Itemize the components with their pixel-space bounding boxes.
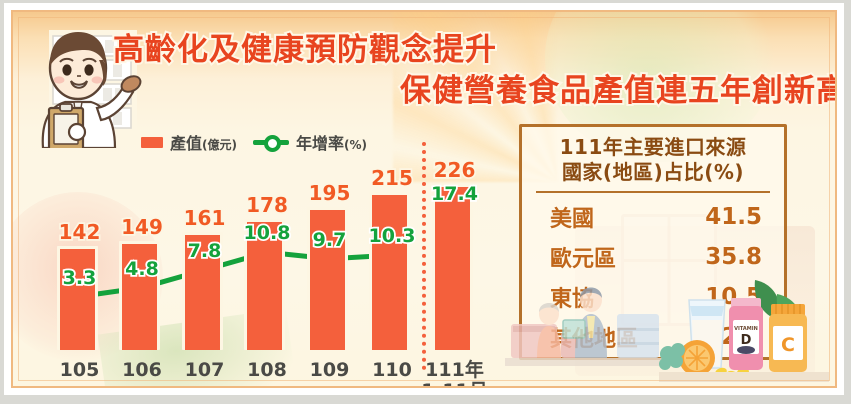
bar-value-label: 226 <box>432 156 477 184</box>
x-axis-label: 106 <box>122 359 162 381</box>
legend-label-output-value: 產值(億元) <box>170 134 237 153</box>
bar-column <box>181 152 223 350</box>
health-products-illustration: VITAMIN D C <box>659 280 829 382</box>
bar-111年 <box>431 184 473 350</box>
bar-line-chart: 142 149 161 178 195 215 226 3.3 4.8 7.8 10.8 9.7 10.… <box>47 142 507 386</box>
chart-plot-area: 142 149 161 178 195 215 226 3.3 4.8 7.8 10.8 9.7 10.… <box>47 142 507 370</box>
svg-text:C: C <box>781 334 795 356</box>
bar-value-label: 161 <box>182 204 227 232</box>
svg-text:VITAMIN: VITAMIN <box>734 326 758 332</box>
bar-column <box>369 152 410 350</box>
legend-item-output-value: 產值(億元) <box>141 130 237 154</box>
panel-row-value: 41.5 <box>704 203 763 232</box>
x-axis-label: 109 <box>309 359 350 381</box>
bar-value-label: 149 <box>119 213 164 241</box>
panel-row-value: 35.8 <box>704 243 763 272</box>
panel-title: 111年主要進口來源 國家(地區)占比(%) <box>522 135 784 185</box>
x-axis-label: 110 <box>372 359 412 381</box>
line-marker-swatch-icon <box>253 135 289 152</box>
growth-rate-label: 9.7 <box>311 227 348 253</box>
panel-row: 美國 41.5 <box>522 197 784 237</box>
bar-column <box>306 152 348 350</box>
legend-item-growth-rate: 年增率(%) <box>253 130 367 154</box>
bar-swatch-icon <box>141 136 163 148</box>
bar-109 <box>306 207 348 350</box>
growth-rate-label: 4.8 <box>123 256 160 282</box>
bar-105 <box>56 246 98 350</box>
title-block: 高齡化及健康預防觀念提升 保健營養食品產值連五年創新高 <box>111 30 837 112</box>
panel-title-line-2: 國家(地區)占比(%) <box>561 160 745 184</box>
panel-row-region: 歐元區 <box>549 246 618 274</box>
title-line-1: 高齡化及健康預防觀念提升 <box>111 30 498 70</box>
x-axis-label: 107 <box>184 359 225 381</box>
chart-legend: 產值(億元) 年增率(%) <box>141 130 367 154</box>
bar-110 <box>369 192 410 350</box>
panel-row: 歐元區 35.8 <box>522 237 784 277</box>
bar-column <box>244 152 285 350</box>
bar-value-label: 178 <box>244 191 289 219</box>
panel-divider <box>536 191 770 193</box>
bar-column <box>56 152 98 350</box>
bar-106 <box>119 241 160 350</box>
panel-row-region: 美國 <box>549 206 596 234</box>
x-axis-label: 105 <box>59 359 100 381</box>
panel-title-line-1: 111年主要進口來源 <box>559 135 747 159</box>
legend-label-growth-rate: 年增率(%) <box>296 134 368 153</box>
content-frame: 高齡化及健康預防觀念提升 保健營養食品產值連五年創新高 產值(億元) 年增率(%… <box>11 10 837 388</box>
bar-107 <box>181 232 223 350</box>
growth-rate-label: 17.4 <box>429 182 479 208</box>
x-axis-label: 108 <box>247 359 287 381</box>
growth-rate-label: 7.8 <box>186 238 223 264</box>
growth-rate-label: 10.8 <box>242 221 292 247</box>
growth-rate-label: 3.3 <box>61 265 98 291</box>
bar-value-label: 215 <box>369 164 414 192</box>
bar-column <box>119 152 160 350</box>
pharmacist-illustration <box>41 30 142 148</box>
svg-text:D: D <box>741 333 752 348</box>
shoppers-illustration <box>505 287 665 366</box>
bar-108 <box>244 219 285 350</box>
bar-value-label: 195 <box>307 179 352 207</box>
growth-rate-label: 10.3 <box>367 223 417 249</box>
title-line-2: 保健營養食品產值連五年創新高 <box>398 71 837 111</box>
period-divider <box>422 142 427 370</box>
bar-value-label: 142 <box>57 218 102 246</box>
bar-column <box>431 152 473 350</box>
